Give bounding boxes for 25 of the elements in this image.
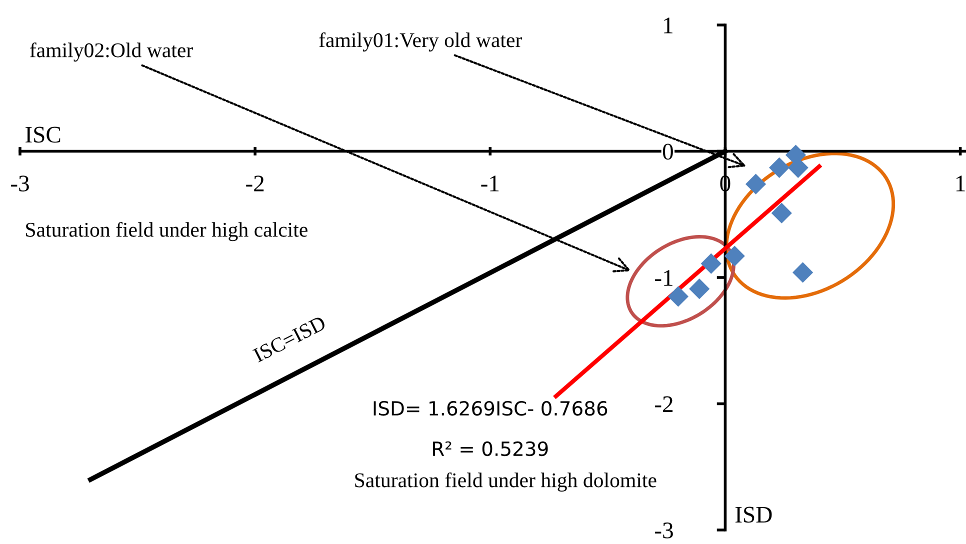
- x-tick-label: 1: [956, 176, 965, 192]
- point: [668, 286, 689, 307]
- annotation: R² = 0.5239: [433, 441, 548, 456]
- y-tick-label: -2: [655, 396, 673, 412]
- point: [792, 262, 814, 283]
- annotation: ISD= 1.6269ISC- 0.7686: [374, 400, 608, 416]
- point: [768, 157, 790, 178]
- point: [724, 246, 745, 266]
- y-axis-title: ISD: [735, 506, 772, 523]
- point: [745, 174, 766, 194]
- x-tick-label: -2: [246, 176, 264, 192]
- x-axis-title: ISC: [26, 126, 60, 143]
- annotation: Saturation field under high calcite: [26, 222, 308, 242]
- point: [689, 278, 710, 300]
- y-tick-label: 1: [664, 18, 672, 34]
- annotation: family02:Old water: [30, 42, 193, 62]
- y-tick-label: -3: [655, 522, 673, 538]
- x-tick-label: -1: [481, 176, 499, 192]
- point: [771, 202, 792, 224]
- y-tick-label: -1: [655, 270, 672, 286]
- x-tick-label: -3: [11, 176, 29, 192]
- y-tick-label: 0: [662, 144, 673, 160]
- point: [700, 253, 722, 274]
- annotation: family01:Very old water: [319, 32, 522, 52]
- annotation: Saturation field under high dolomite: [355, 472, 656, 492]
